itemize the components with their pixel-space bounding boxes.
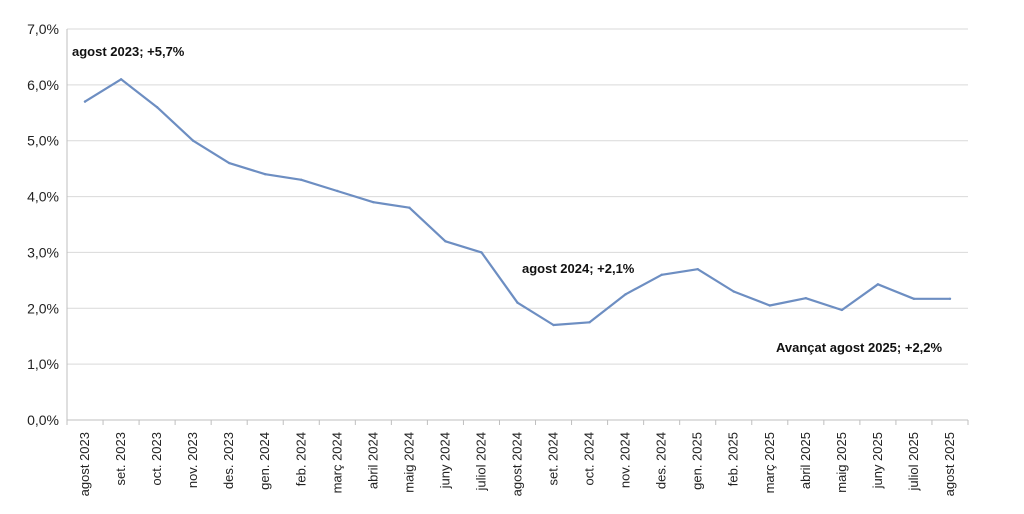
data-point bbox=[227, 161, 231, 165]
data-point bbox=[83, 100, 87, 103]
y-tick-label: 4,0% bbox=[27, 189, 59, 205]
x-tick-label: gen. 2025 bbox=[690, 432, 705, 490]
data-point bbox=[372, 200, 375, 204]
x-tick-label: des. 2023 bbox=[221, 432, 236, 489]
x-tick-label: abril 2025 bbox=[798, 432, 813, 489]
x-tick-label: març 2025 bbox=[762, 432, 777, 493]
x-tick-label: juliol 2025 bbox=[906, 432, 921, 492]
data-point bbox=[624, 293, 627, 296]
y-axis-ticks: 0,0% 1,0% 2,0% 3,0% 4,0% 5,0% 6,0% 7,0% bbox=[27, 21, 59, 428]
data-point bbox=[155, 106, 159, 109]
data-point bbox=[480, 251, 483, 254]
data-point bbox=[552, 323, 555, 327]
data-point bbox=[840, 308, 844, 312]
data-point bbox=[191, 139, 195, 142]
x-tick-label: agost 2023 bbox=[77, 432, 92, 496]
x-tick-label: feb. 2024 bbox=[293, 432, 308, 486]
x-tick-label: juny 2024 bbox=[437, 432, 452, 489]
annotation-agost-2023: agost 2023; +5,7% bbox=[72, 44, 185, 59]
x-tick-label: juliol 2024 bbox=[473, 432, 488, 492]
y-tick-label: 6,0% bbox=[27, 77, 59, 93]
gridlines bbox=[66, 28, 969, 425]
x-tick-label: set. 2023 bbox=[113, 432, 128, 486]
data-point bbox=[660, 273, 663, 276]
y-tick-label: 3,0% bbox=[27, 244, 59, 260]
data-point bbox=[876, 283, 880, 286]
y-tick-label: 1,0% bbox=[27, 356, 59, 372]
y-tick-label: 0,0% bbox=[27, 412, 59, 428]
x-tick-label: maig 2025 bbox=[834, 432, 849, 493]
data-point bbox=[948, 297, 952, 300]
annotation-agost-2024: agost 2024; +2,1% bbox=[522, 261, 635, 276]
data-point bbox=[804, 297, 808, 300]
data-point bbox=[119, 78, 123, 81]
data-point bbox=[912, 297, 916, 300]
data-point bbox=[444, 240, 447, 243]
x-tick-label: nov. 2024 bbox=[618, 432, 633, 488]
x-tick-label: nov. 2023 bbox=[185, 432, 200, 488]
data-point bbox=[588, 321, 591, 324]
x-axis-ticks: agost 2023 set. 2023 oct. 2023 nov. 2023 des… bbox=[77, 432, 957, 496]
x-tick-label: gen. 2024 bbox=[257, 432, 272, 490]
x-tick-label: juny 2025 bbox=[870, 432, 885, 489]
series-lines bbox=[83, 78, 952, 327]
data-point bbox=[732, 290, 735, 293]
data-point bbox=[264, 173, 267, 176]
x-tick-label: feb. 2025 bbox=[726, 432, 741, 486]
data-point bbox=[408, 206, 411, 209]
x-tick-label: oct. 2024 bbox=[582, 432, 597, 486]
x-tick-label: maig 2024 bbox=[401, 432, 416, 493]
data-point bbox=[516, 301, 519, 304]
y-tick-label: 5,0% bbox=[27, 133, 59, 149]
x-tick-label: des. 2024 bbox=[654, 432, 669, 489]
y-tick-label: 2,0% bbox=[27, 300, 59, 316]
x-tick-label: oct. 2023 bbox=[149, 432, 164, 486]
x-tick-label: març 2024 bbox=[329, 432, 344, 493]
data-point bbox=[696, 267, 699, 271]
x-tick-label: abril 2024 bbox=[365, 432, 380, 489]
data-point bbox=[300, 178, 303, 182]
x-tick-label: agost 2024 bbox=[510, 432, 525, 496]
x-tick-label: agost 2025 bbox=[942, 432, 957, 496]
x-tick-label: set. 2024 bbox=[546, 432, 561, 486]
y-tick-label: 7,0% bbox=[27, 21, 59, 37]
annotation-agost-2025: Avançat agost 2025; +2,2% bbox=[776, 340, 943, 355]
data-point bbox=[768, 304, 771, 307]
data-point bbox=[336, 189, 339, 193]
